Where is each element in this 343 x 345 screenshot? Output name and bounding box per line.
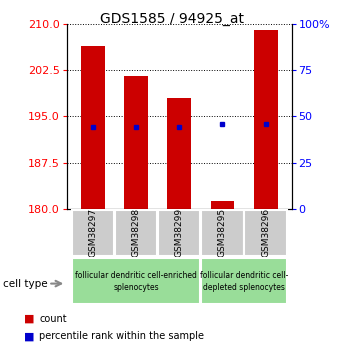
Bar: [72, 210, 114, 256]
Bar: [201, 258, 287, 304]
Text: ■: ■: [24, 314, 35, 324]
Text: count: count: [39, 314, 67, 324]
Bar: [124, 77, 148, 209]
Bar: [201, 210, 244, 256]
Text: follicular dendritic cell-
depleted splenocytes: follicular dendritic cell- depleted sple…: [200, 271, 288, 292]
Text: GSM38297: GSM38297: [88, 208, 97, 257]
Text: GSM38299: GSM38299: [175, 208, 184, 257]
Bar: [254, 30, 277, 209]
Bar: [115, 210, 157, 256]
Text: follicular dendritic cell-enriched
splenocytes: follicular dendritic cell-enriched splen…: [75, 271, 197, 292]
Bar: [211, 201, 234, 209]
Bar: [245, 210, 287, 256]
Text: ■: ■: [24, 332, 35, 341]
Text: GSM38296: GSM38296: [261, 208, 270, 257]
Text: GSM38295: GSM38295: [218, 208, 227, 257]
Bar: [158, 210, 200, 256]
Text: cell type: cell type: [3, 279, 48, 288]
Bar: [167, 98, 191, 209]
Text: GSM38298: GSM38298: [131, 208, 141, 257]
Bar: [81, 46, 105, 209]
Text: percentile rank within the sample: percentile rank within the sample: [39, 332, 204, 341]
Text: GDS1585 / 94925_at: GDS1585 / 94925_at: [99, 12, 244, 26]
Bar: [72, 258, 200, 304]
